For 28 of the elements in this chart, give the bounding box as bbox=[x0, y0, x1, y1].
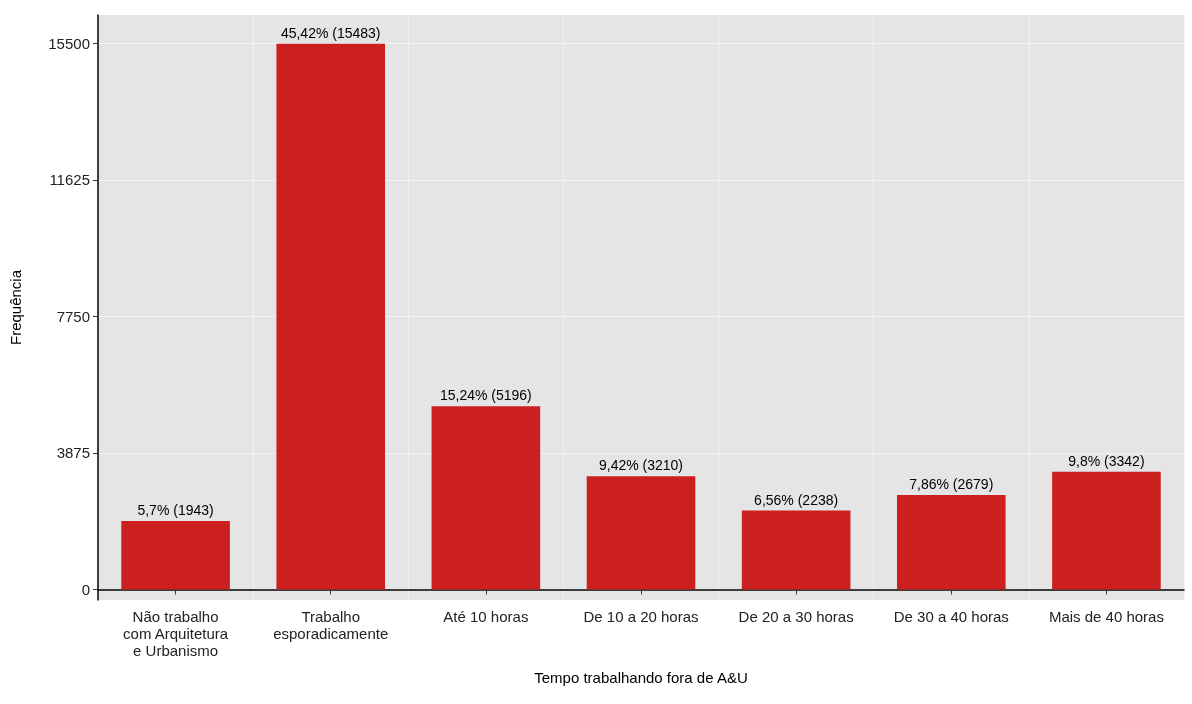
data-label: 9,8% (3342) bbox=[1068, 452, 1145, 469]
y-tick-label: 15500 bbox=[48, 34, 90, 52]
y-axis-title: Frequência bbox=[7, 269, 24, 346]
bar bbox=[896, 495, 1006, 590]
data-label: 15,24% (5196) bbox=[439, 387, 532, 404]
data-label: 45,42% (15483) bbox=[280, 24, 381, 41]
x-tick-label: De 10 a 20 horas bbox=[583, 608, 699, 625]
bar bbox=[431, 406, 541, 590]
x-tick-label: De 30 a 40 horas bbox=[893, 608, 1009, 625]
x-tick-label: De 20 a 30 horas bbox=[738, 608, 854, 625]
y-tick-label: 7750 bbox=[56, 307, 90, 325]
data-label: 5,7% (1943) bbox=[137, 501, 214, 518]
y-tick-label: 3875 bbox=[56, 444, 90, 462]
x-tick-label: Não trabalho com Arquitetura e Urbanismo bbox=[123, 608, 229, 659]
bar bbox=[586, 476, 696, 590]
x-tick-label: Trabalho esporadicamente bbox=[273, 608, 389, 642]
data-label: 6,56% (2238) bbox=[754, 491, 839, 508]
x-tick-label: Até 10 horas bbox=[443, 608, 529, 625]
x-axis-title: Tempo trabalhando fora de A&U bbox=[534, 669, 748, 686]
data-label: 7,86% (2679) bbox=[909, 476, 994, 493]
bar bbox=[276, 43, 386, 590]
data-label: 9,42% (3210) bbox=[598, 457, 684, 474]
bar bbox=[741, 510, 851, 590]
y-tick-label: 11625 bbox=[49, 171, 90, 189]
y-tick-label: 0 bbox=[81, 580, 90, 598]
bar bbox=[1052, 471, 1161, 590]
x-tick-label: Mais de 40 horas bbox=[1048, 608, 1164, 625]
bar bbox=[121, 520, 230, 590]
